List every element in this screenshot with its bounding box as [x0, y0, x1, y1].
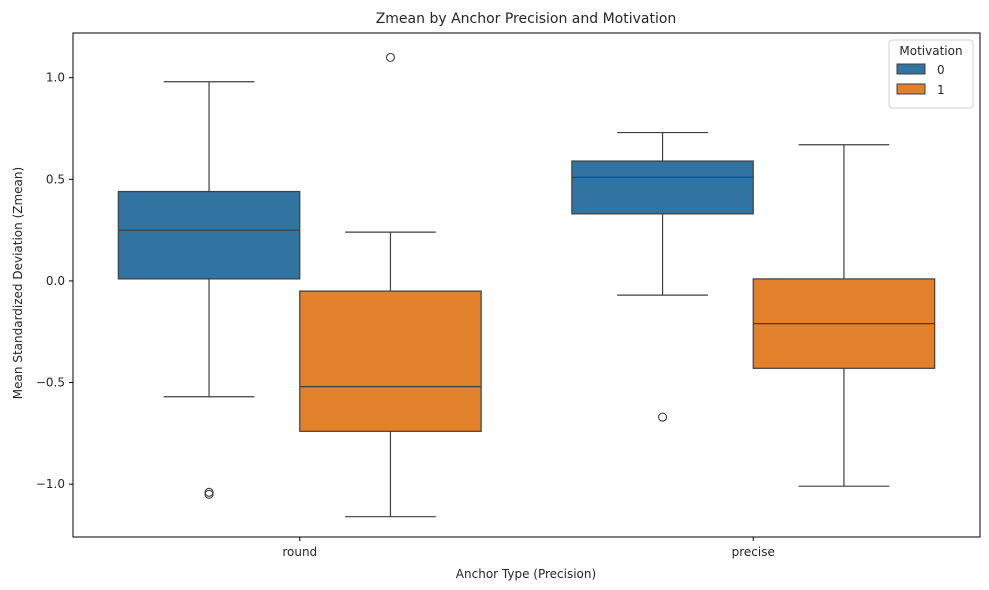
outlier-point: [204, 489, 214, 499]
y-tick-label: −1.0: [36, 477, 65, 491]
legend-title: Motivation: [899, 44, 962, 58]
y-tick-label: 0.0: [46, 274, 65, 288]
box-iqr: [571, 160, 754, 215]
box-group-precise-1: [752, 144, 936, 487]
legend-entry-label: 0: [937, 63, 945, 77]
legend-swatch: [896, 63, 926, 75]
plot-area: 1.0 0.5 0.0 −0.5 −1.0 round precise: [36, 32, 981, 559]
y-axis-label: Mean Standardized Deviation (Zmean): [11, 167, 25, 399]
plot-frame: [72, 32, 981, 538]
box-group-round-1: [299, 52, 482, 518]
outlier-point: [657, 412, 668, 422]
box-group-precise-0: [571, 131, 754, 422]
legend-entry-label: 1: [937, 83, 945, 97]
legend: Motivation 0 1: [888, 39, 974, 109]
x-tick-label: precise: [732, 545, 775, 559]
chart-title: Zmean by Anchor Precision and Motivation: [376, 11, 677, 27]
outlier-point: [385, 52, 396, 62]
box-iqr: [117, 190, 301, 280]
x-axis-label: Anchor Type (Precision): [456, 567, 596, 581]
box-iqr: [299, 290, 482, 432]
box-group-round-0: [117, 81, 301, 499]
y-tick-label: 1.0: [46, 71, 65, 85]
legend-swatch: [896, 83, 926, 95]
x-tick-label: round: [282, 545, 317, 559]
y-tick-label: 0.5: [46, 172, 65, 186]
y-tick-label: −0.5: [36, 376, 65, 390]
